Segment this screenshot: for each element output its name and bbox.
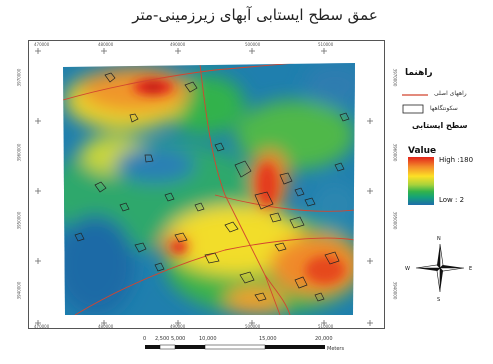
scale-label-5: 20,000	[315, 336, 333, 342]
coord-top-5: 510000	[318, 42, 334, 47]
scale-bar	[145, 344, 325, 350]
scale-unit: Meters	[327, 346, 345, 352]
south-label: S	[437, 297, 441, 303]
coord-bottom-4: 500000	[245, 324, 261, 329]
coord-bottom-2: 480000	[98, 324, 114, 329]
map-title: عمق سطح ایستابی آبهای زیرزمینی-متر	[132, 6, 378, 24]
groundwater-depth-raster	[63, 63, 355, 315]
scale-label-0: 0	[143, 336, 147, 342]
coord-top-1: 470000	[34, 42, 50, 47]
coord-top-3: 490000	[170, 42, 186, 47]
coord-bottom-3: 490000	[170, 324, 186, 329]
coord-bottom-5: 510000	[318, 324, 334, 329]
west-label: W	[405, 266, 410, 272]
legend-color-ramp	[408, 157, 434, 205]
legend-surface-label: سطح ایستابی	[412, 121, 468, 130]
legend-value-label: Value	[408, 146, 437, 156]
legend-low-label: Low : 2	[439, 196, 465, 204]
legend-settlements-label: سکونتگاهها	[430, 105, 458, 112]
legend-title: راهنما	[405, 68, 433, 78]
settlement-legend-symbol	[402, 104, 424, 114]
north-label: N	[437, 236, 441, 242]
coord-top-2: 480000	[98, 42, 114, 47]
scale-label-2: 5,000	[171, 336, 186, 342]
scale-label-3: 10,000	[199, 336, 217, 342]
legend-high-label: High :180	[439, 156, 474, 164]
east-label: E	[469, 266, 473, 272]
scale-label-4: 15,000	[259, 336, 277, 342]
north-arrow-icon	[415, 243, 465, 293]
scale-label-1: 2,500	[155, 336, 170, 342]
legend-roads-label: راههای اصلی	[434, 90, 467, 97]
road-legend-symbol	[402, 94, 428, 96]
coord-bottom-1: 470000	[34, 324, 50, 329]
coord-top-4: 500000	[245, 42, 261, 47]
